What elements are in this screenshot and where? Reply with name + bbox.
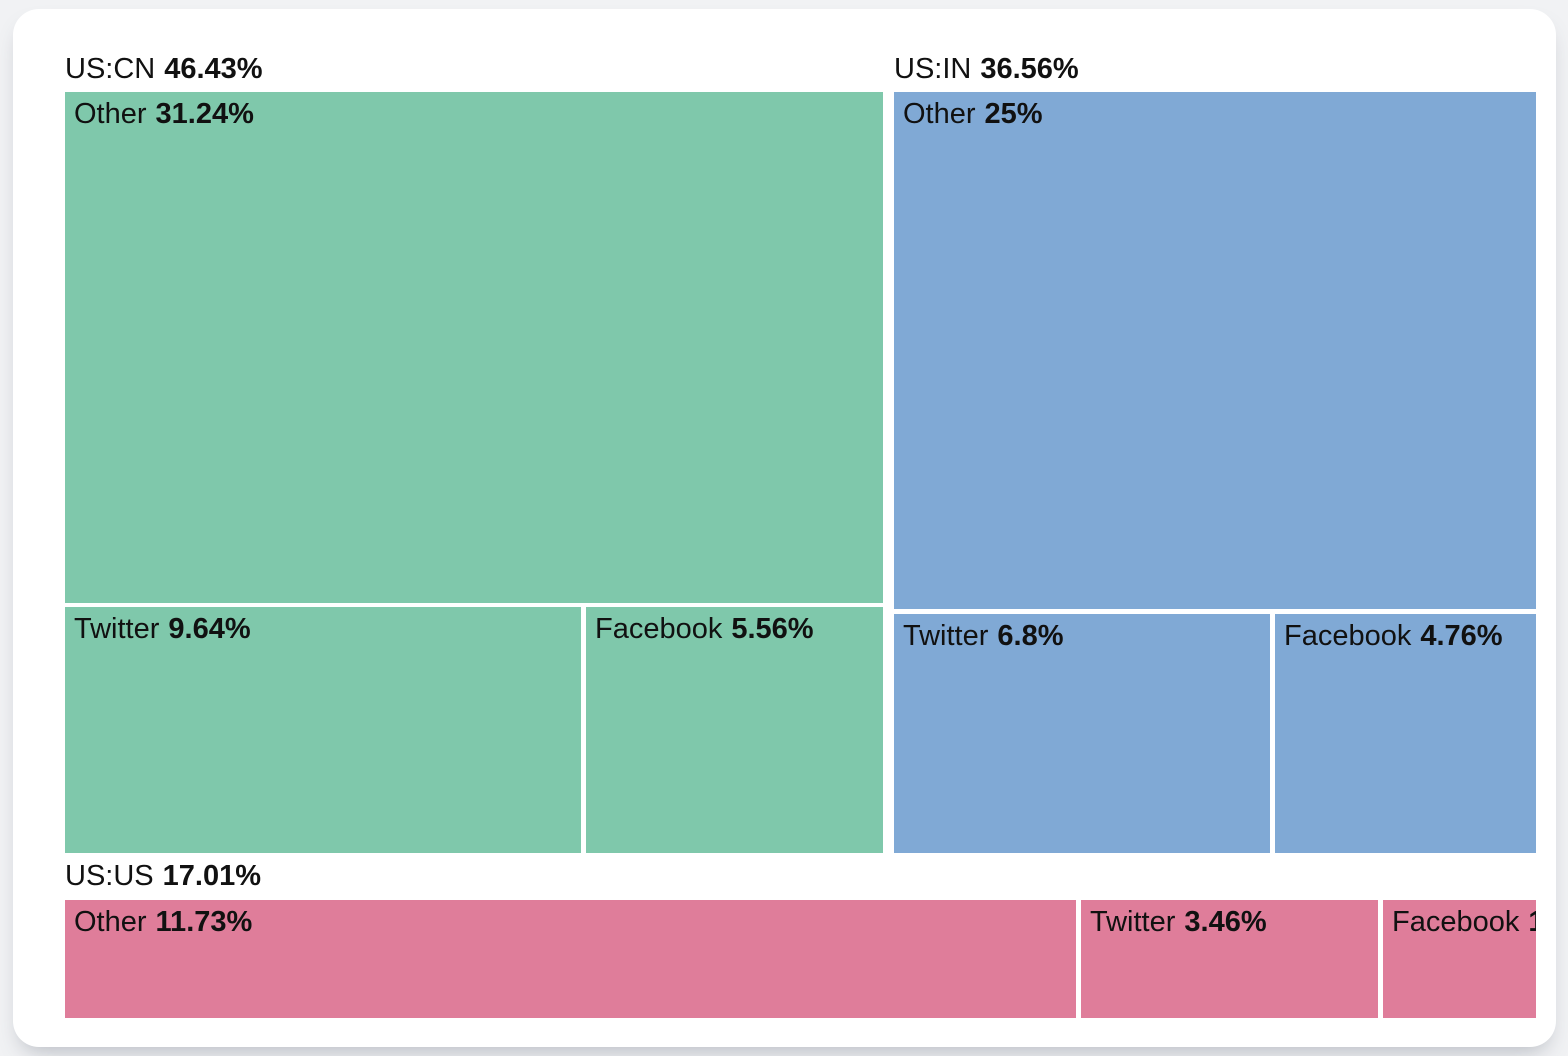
cell-name: Other (74, 906, 147, 938)
cell-label: Twitter 3.46% (1081, 900, 1378, 944)
cell-value: 6.8% (997, 620, 1064, 652)
cell-label: Facebook 1.81% (1383, 900, 1536, 944)
treemap-cell-us-in-other[interactable]: Other 25% (894, 92, 1536, 609)
cell-value: 1.81% (1528, 906, 1536, 938)
cell-name: Twitter (903, 620, 989, 652)
cell-value: 9.64% (168, 613, 251, 645)
treemap-cell-us-in-twitter[interactable]: Twitter 6.8% (894, 614, 1270, 853)
cell-label: Facebook 4.76% (1275, 614, 1536, 658)
group-header-us-us: US:US 17.01% (65, 859, 261, 893)
group-label: US:CN (65, 53, 156, 85)
treemap-cell-us-us-twitter[interactable]: Twitter 3.46% (1081, 900, 1378, 1018)
cell-value: 4.76% (1420, 620, 1503, 652)
cell-value: 31.24% (155, 98, 254, 130)
cell-label: Other 11.73% (65, 900, 1076, 944)
cell-name: Facebook (1284, 620, 1412, 652)
cell-name: Twitter (74, 613, 160, 645)
cell-label: Other 25% (894, 92, 1536, 136)
cell-name: Twitter (1090, 906, 1176, 938)
group-header-us-in: US:IN 36.56% (894, 52, 1079, 86)
treemap-card: US:CN 46.43% Other 31.24% Twitter 9.64% Fac… (13, 9, 1556, 1047)
cell-name: Other (903, 98, 976, 130)
cell-label: Twitter 9.64% (65, 607, 581, 651)
treemap-cell-us-in-facebook[interactable]: Facebook 4.76% (1275, 614, 1536, 853)
cell-label: Facebook 5.56% (586, 607, 883, 651)
cell-name: Facebook (595, 613, 723, 645)
treemap-cell-us-cn-twitter[interactable]: Twitter 9.64% (65, 607, 581, 853)
group-value: 36.56% (980, 53, 1079, 85)
cell-value: 11.73% (155, 906, 253, 938)
treemap-cell-us-cn-facebook[interactable]: Facebook 5.56% (586, 607, 883, 853)
cell-value: 25% (984, 98, 1043, 130)
cell-name: Facebook (1392, 906, 1520, 938)
cell-label: Twitter 6.8% (894, 614, 1270, 658)
group-header-us-cn: US:CN 46.43% (65, 52, 263, 86)
group-value: 46.43% (164, 53, 263, 85)
group-label: US:IN (894, 53, 972, 85)
cell-value: 3.46% (1184, 906, 1267, 938)
treemap-cell-us-us-other[interactable]: Other 11.73% (65, 900, 1076, 1018)
cell-name: Other (74, 98, 147, 130)
group-value: 17.01% (162, 860, 261, 892)
group-label: US:US (65, 860, 154, 892)
treemap-cell-us-us-facebook[interactable]: Facebook 1.81% (1383, 900, 1536, 1018)
cell-value: 5.56% (731, 613, 814, 645)
treemap-cell-us-cn-other[interactable]: Other 31.24% (65, 92, 883, 603)
cell-label: Other 31.24% (65, 92, 883, 136)
